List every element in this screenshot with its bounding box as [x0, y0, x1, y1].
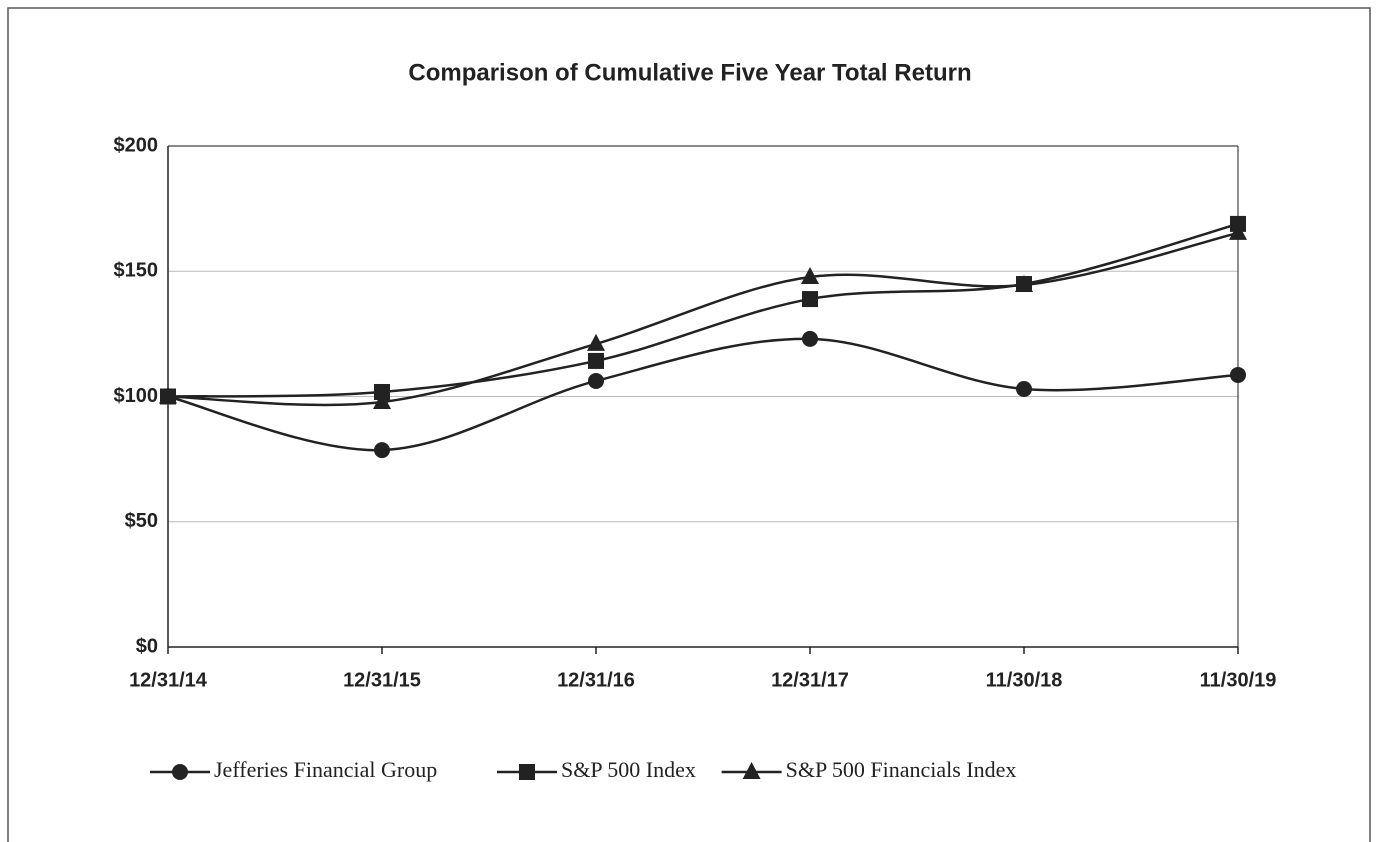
x-tick-label: 12/31/15: [343, 669, 421, 691]
x-tick-label: 11/30/19: [1200, 669, 1277, 691]
y-tick-label: $50: [125, 510, 158, 532]
x-tick-label: 12/31/14: [129, 669, 208, 691]
data-point: [587, 333, 605, 351]
chart-border: [7, 7, 1371, 842]
data-point: [801, 267, 819, 285]
x-tick-label: 12/31/17: [771, 669, 849, 691]
y-tick-label: $150: [114, 260, 159, 282]
y-tick-label: $100: [114, 385, 159, 407]
data-point: [588, 372, 604, 389]
data-point: [802, 330, 818, 347]
y-tick-label: $200: [114, 134, 159, 156]
data-point: [588, 352, 604, 369]
chart-title: Comparison of Cumulative Five Year Total…: [408, 59, 971, 86]
legend-label: S&P 500 Financials Index: [786, 757, 1017, 782]
legend-label: S&P 500 Index: [561, 757, 696, 782]
data-point: [1229, 222, 1247, 240]
data-point: [802, 291, 818, 308]
y-tick-label: $0: [136, 635, 158, 657]
x-tick-label: 12/31/16: [557, 669, 635, 691]
data-point: [1230, 366, 1246, 383]
legend-label: Jefferies Financial Group: [214, 757, 437, 782]
legend-marker: [519, 764, 535, 780]
series-line: [167, 222, 1239, 398]
legend-marker: [172, 764, 188, 780]
data-point: [373, 392, 391, 410]
legend-marker: [742, 762, 761, 779]
series-line: [167, 337, 1239, 452]
data-point: [374, 442, 390, 459]
x-tick-label: 11/30/18: [986, 669, 1063, 691]
data-point: [374, 383, 390, 400]
data-point: [159, 386, 177, 404]
series-line: [167, 231, 1239, 407]
data-point: [1016, 380, 1032, 397]
data-point: [1015, 275, 1033, 293]
